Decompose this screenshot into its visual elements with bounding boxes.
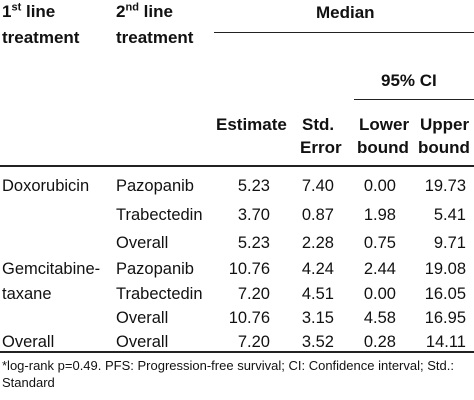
estimate-cell: 3.70 [237, 206, 270, 224]
upper-cell: 9.71 [433, 234, 466, 252]
second-line-cell: Overall [116, 333, 169, 351]
first-line-cell: Doxorubicin [2, 177, 90, 195]
second-line-cell: Overall [116, 234, 169, 252]
header-first-line: 1st line [2, 1, 56, 21]
ci-rule [354, 99, 474, 100]
stderr-cell: 4.51 [301, 285, 334, 303]
lower-cell: 1.98 [363, 206, 396, 224]
median-rule [214, 32, 474, 33]
stderr-cell: 4.24 [301, 260, 334, 278]
upper-cell: 19.73 [424, 177, 466, 195]
lower-cell: 4.58 [363, 309, 396, 327]
lower-cell: 0.00 [363, 285, 396, 303]
second-line-cell: Pazopanib [116, 177, 194, 195]
header-lower-1: Lower [359, 115, 410, 134]
stderr-cell: 0.87 [301, 206, 334, 224]
lower-cell: 2.44 [363, 260, 396, 278]
estimate-cell: 5.23 [237, 234, 270, 252]
header-std-error-1: Std. [302, 115, 335, 134]
upper-cell: 16.95 [424, 309, 466, 327]
first-line-cell: taxane [2, 285, 52, 303]
footnote-line-1: *log-rank p=0.49. PFS: Progression-free … [2, 358, 454, 373]
stderr-cell: 2.28 [301, 234, 334, 252]
upper-cell: 5.41 [433, 206, 466, 224]
lower-cell: 0.28 [363, 333, 396, 351]
second-line-cell: Trabectedin [116, 206, 203, 224]
second-line-cell: Overall [116, 309, 169, 327]
header-lower-2: bound [357, 138, 409, 157]
header-second-line: 2nd line [116, 1, 173, 21]
header-first-line-treatment: treatment [2, 28, 80, 47]
table-bottom-rule [0, 351, 474, 353]
header-median: Median [316, 3, 375, 22]
header-bottom-rule [0, 165, 474, 167]
first-line-cell: Overall [2, 333, 55, 351]
header-estimate: Estimate [216, 115, 287, 134]
second-line-cell: Trabectedin [116, 285, 203, 303]
lower-cell: 0.75 [363, 234, 396, 252]
header-std-error-2: Error [300, 138, 342, 157]
estimate-cell: 5.23 [237, 177, 270, 195]
second-line-cell: Pazopanib [116, 260, 194, 278]
header-upper-2: bound [418, 138, 470, 157]
header-upper-1: Upper [420, 115, 470, 134]
stderr-cell: 3.15 [301, 309, 334, 327]
footnote-line-2: Standard [2, 375, 55, 390]
first-line-cell: Gemcitabine- [2, 260, 101, 278]
upper-cell: 19.08 [424, 260, 466, 278]
estimate-cell: 7.20 [237, 285, 270, 303]
upper-cell: 14.11 [425, 333, 466, 351]
estimate-cell: 10.76 [228, 260, 270, 278]
lower-cell: 0.00 [363, 177, 396, 195]
header-second-line-treatment: treatment [116, 28, 194, 47]
header-ci: 95% CI [381, 71, 437, 90]
estimate-cell: 7.20 [237, 333, 270, 351]
upper-cell: 16.05 [424, 285, 466, 303]
estimate-cell: 10.76 [228, 309, 270, 327]
stderr-cell: 3.52 [301, 333, 334, 351]
stderr-cell: 7.40 [301, 177, 334, 195]
